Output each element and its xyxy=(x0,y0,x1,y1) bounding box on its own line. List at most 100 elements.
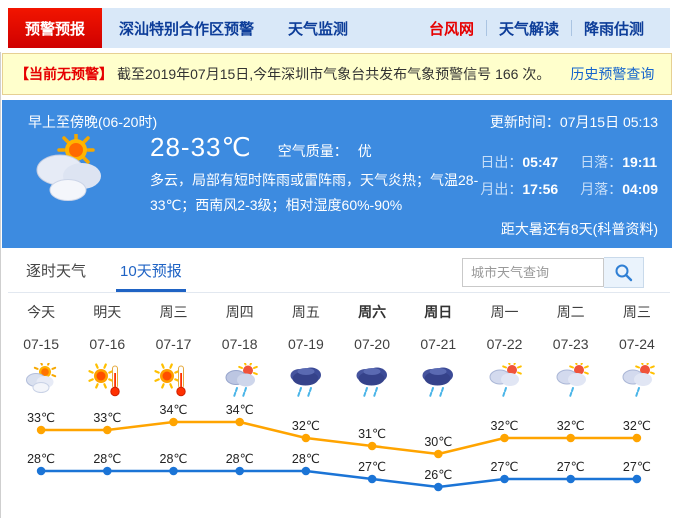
day-name: 周五 xyxy=(291,304,320,320)
day-date: 07-21 xyxy=(420,336,457,352)
solar-term-note-link[interactable]: 距大暑还有8天(科普资料) xyxy=(500,221,658,237)
temperature-label: 32℃ xyxy=(623,419,651,433)
day-date: 07-17 xyxy=(155,336,192,352)
alert-text: 截至2019年07月15日,今年深圳市气象台共发布气象预警信号 166 次。 xyxy=(117,66,551,82)
temperature-label: 26℃ xyxy=(424,468,452,482)
temperature-label: 31℃ xyxy=(358,427,386,441)
sun-shower-icon xyxy=(471,362,537,398)
temperature-label: 28℃ xyxy=(27,452,55,466)
temperature-label: 28℃ xyxy=(226,452,254,466)
data-point xyxy=(566,474,575,484)
temperature-label: 27℃ xyxy=(557,460,585,474)
nav-link-rainfall-estimate[interactable]: 降雨估测 xyxy=(583,20,644,38)
forecast-day-column: 周五 07-19 xyxy=(273,302,339,398)
nav-divider xyxy=(570,20,572,36)
moonset: 月落：04:09 xyxy=(580,179,658,199)
data-point xyxy=(367,474,377,484)
temperature-label: 33℃ xyxy=(93,411,121,425)
nav-tab-warning-forecast[interactable]: 预警预报 xyxy=(8,8,103,48)
nav-tab-weather-monitoring[interactable]: 天气监测 xyxy=(288,20,349,38)
forecast-day-column: 周二 07-23 xyxy=(538,302,604,398)
tab-ten-day-forecast[interactable]: 10天预报 xyxy=(116,260,186,292)
day-date: 07-15 xyxy=(23,336,59,352)
nav-link-typhoon[interactable]: 台风网 xyxy=(428,20,474,38)
temperature-label: 28℃ xyxy=(93,452,121,466)
day-date: 07-22 xyxy=(486,336,523,352)
day-date: 07-20 xyxy=(354,336,390,352)
sun-shower-icon xyxy=(604,362,670,398)
day-name: 周四 xyxy=(225,304,254,320)
tab-hourly-weather[interactable]: 逐时天气 xyxy=(26,263,87,280)
temperature-label: 32℃ xyxy=(557,419,585,433)
nav-link-weather-interpretation[interactable]: 天气解读 xyxy=(498,20,559,38)
forecast-day-column: 周三 07-24 xyxy=(604,302,670,398)
data-point xyxy=(235,417,244,427)
sunrise-label: 日出： xyxy=(480,154,523,170)
no-warning-badge: 【当前无预警】 xyxy=(15,66,113,82)
data-point xyxy=(434,482,443,492)
sun-moon-info: 日出：05:47 日落：19:11 月出：17:56 月落：04:09 xyxy=(480,152,658,199)
day-date: 07-18 xyxy=(221,336,258,352)
data-point xyxy=(500,433,509,443)
sunset: 日落：19:11 xyxy=(580,152,658,172)
temperature-label: 32℃ xyxy=(292,419,320,433)
search-button[interactable] xyxy=(604,257,644,288)
data-point xyxy=(169,466,178,476)
rain-icon xyxy=(339,362,405,398)
day-date: 07-24 xyxy=(618,336,655,352)
data-point xyxy=(367,441,377,451)
temperature-label: 28℃ xyxy=(292,452,320,466)
data-point xyxy=(36,425,46,435)
temperature-line: 28-33℃ 空气质量： 优 xyxy=(150,132,372,163)
day-name: 周三 xyxy=(622,304,651,320)
nav-divider xyxy=(485,20,487,36)
temperature-label: 28℃ xyxy=(160,452,188,466)
temp-range: 28-33℃ xyxy=(150,132,252,162)
forecast-period-title: 早上至傍晚(06-20时) xyxy=(28,114,158,130)
moonset-value: 04:09 xyxy=(622,181,658,197)
sunset-label: 日落： xyxy=(580,154,623,170)
nav-tab-shenshan-warning[interactable]: 深汕特别合作区预警 xyxy=(119,20,255,38)
temperature-label: 27℃ xyxy=(623,460,651,474)
partly-cloudy-icon xyxy=(8,362,74,398)
forecast-day-column: 周四 07-18 xyxy=(207,302,273,398)
data-point xyxy=(301,433,311,443)
high-temperature-series: 33℃ 33℃ 34℃ 34℃ 32℃ 31℃ 30℃ 32℃ 32℃ 32℃ xyxy=(27,403,651,459)
low-temperature-series: 28℃ 28℃ 28℃ 28℃ 28℃ 27℃ 26℃ 27℃ 27℃ 27℃ xyxy=(27,452,651,492)
hot-icon xyxy=(74,362,140,398)
history-warning-link[interactable]: 历史预警查询 xyxy=(570,66,655,82)
temperature-label: 30℃ xyxy=(424,435,452,449)
data-point xyxy=(169,417,178,427)
day-date: 07-19 xyxy=(287,336,324,352)
rain-icon xyxy=(273,362,339,398)
temperature-chart-area: 33℃ 33℃ 34℃ 34℃ 32℃ 31℃ 30℃ 32℃ 32℃ 32℃ 28℃ 28℃ 28℃ 2… xyxy=(8,403,670,517)
rain-icon xyxy=(405,362,471,398)
sunrise: 日出：05:47 xyxy=(480,152,558,172)
day-name: 明天 xyxy=(93,304,122,320)
data-point xyxy=(235,466,244,476)
day-date: 07-23 xyxy=(552,336,589,352)
data-point xyxy=(434,449,443,459)
forecast-day-column: 周三 07-17 xyxy=(140,302,206,398)
forecast-day-column: 周日 07-21 xyxy=(405,302,471,398)
temperature-label: 27℃ xyxy=(358,460,386,474)
temperature-label: 32℃ xyxy=(491,419,519,433)
temperature-label: 34℃ xyxy=(226,404,254,417)
forecast-day-column: 今天 07-15 xyxy=(8,302,74,398)
alert-bar: 【当前无预警】 截至2019年07月15日,今年深圳市气象台共发布气象预警信号 … xyxy=(2,53,672,95)
data-point xyxy=(103,425,112,435)
search-input[interactable] xyxy=(462,258,604,287)
temperature-chart: 33℃ 33℃34℃ 34℃32℃31℃30℃32℃ 32℃ 32℃28℃ 28℃ 28℃ 2… xyxy=(27,403,651,492)
sun-shower-icon xyxy=(538,362,604,398)
day-name: 周一 xyxy=(490,304,519,320)
forecast-day-column: 周六 07-20 xyxy=(339,302,405,398)
data-point xyxy=(632,474,642,484)
forecast-table: 今天 07-15 明天 07-16 周三 07-17 周四 07-18 周五 07-19 周六 07-… xyxy=(8,302,670,398)
data-point xyxy=(566,433,575,443)
forecast-day-column: 明天 07-16 xyxy=(74,302,140,398)
air-quality-value: 优 xyxy=(357,143,372,159)
day-date: 07-16 xyxy=(89,336,126,352)
search-icon xyxy=(615,264,633,282)
temperature-label: 34℃ xyxy=(160,404,188,417)
day-name: 周日 xyxy=(424,304,453,320)
